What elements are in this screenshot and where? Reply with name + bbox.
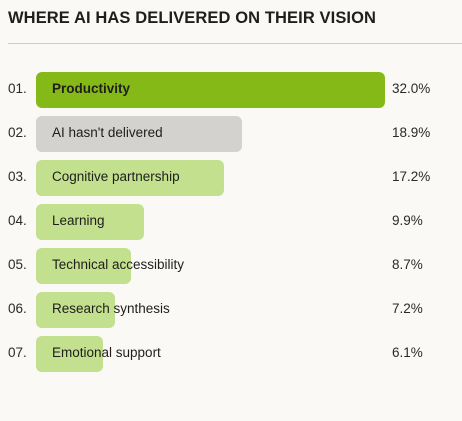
bar-row: 06. Research synthesis 7.2% [0, 292, 462, 328]
bar [36, 248, 131, 284]
bar-row: 07. Emotional support 6.1% [0, 336, 462, 372]
bar [36, 72, 385, 108]
value-label: 8.7% [392, 257, 423, 272]
rank-number: 07. [8, 345, 27, 360]
bar [36, 292, 115, 328]
chart-title: WHERE AI HAS DELIVERED ON THEIR VISION [8, 9, 377, 27]
category-label: Cognitive partnership [52, 169, 180, 184]
title-divider [8, 43, 462, 44]
rank-number: 05. [8, 257, 27, 272]
category-label: Research synthesis [52, 301, 170, 316]
value-label: 18.9% [392, 125, 431, 140]
bar [36, 336, 103, 372]
rank-number: 03. [8, 169, 27, 184]
bar-row: 02. AI hasn't delivered 18.9% [0, 116, 462, 152]
category-label: Learning [52, 213, 105, 228]
rank-number: 06. [8, 301, 27, 316]
rank-number: 02. [8, 125, 27, 140]
bar [36, 204, 144, 240]
rank-number: 04. [8, 213, 27, 228]
value-label: 32.0% [392, 81, 431, 96]
value-label: 6.1% [392, 345, 423, 360]
value-label: 9.9% [392, 213, 423, 228]
bar-row: 01. Productivity 32.0% [0, 72, 462, 108]
bar-row: 03. Cognitive partnership 17.2% [0, 160, 462, 196]
value-label: 17.2% [392, 169, 431, 184]
bar-row: 05. Technical accessibility 8.7% [0, 248, 462, 284]
category-label: Productivity [52, 81, 131, 96]
bar [36, 116, 242, 152]
value-label: 7.2% [392, 301, 423, 316]
category-label: Technical accessibility [52, 257, 185, 272]
bar [36, 160, 224, 196]
rank-number: 01. [8, 81, 27, 96]
bar-row: 04. Learning 9.9% [0, 204, 462, 240]
category-label: AI hasn't delivered [52, 125, 163, 140]
category-label: Emotional support [52, 345, 161, 360]
